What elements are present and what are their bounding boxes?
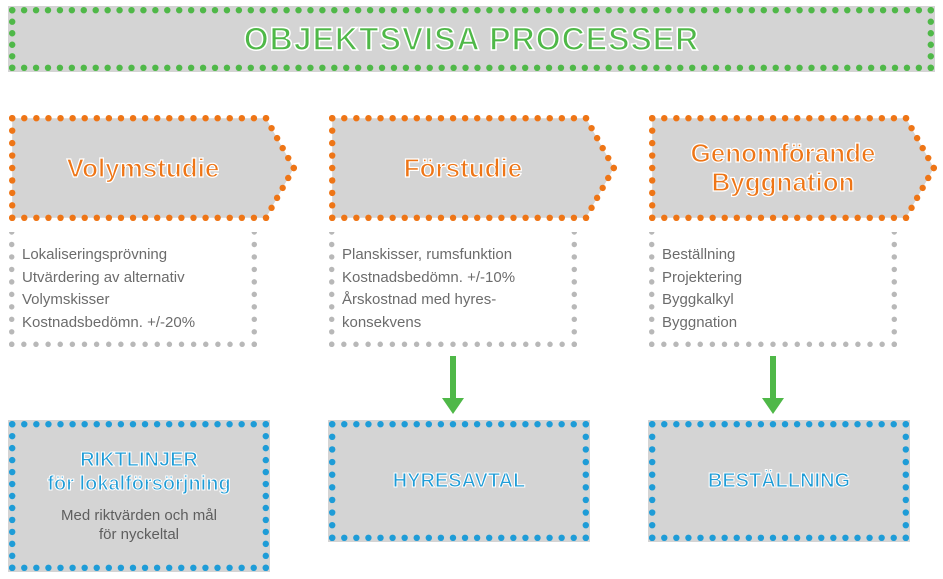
bottom-title-hyresavtal: HYRESAVTAL <box>393 469 526 493</box>
bottom-title-bestallning: BESTÄLLNING <box>708 469 850 493</box>
phase-desc-line: Planskisser, rumsfunktion <box>342 244 564 267</box>
down-arrow-icon <box>450 356 456 400</box>
header-box: OBJEKTSVISA PROCESSER <box>8 6 935 72</box>
down-arrow-icon <box>770 356 776 400</box>
phase-desc-line: konsekvens <box>342 312 564 335</box>
phase-desc-line: Kostnadsbedömn. +/-20% <box>22 312 244 335</box>
phase-desc-forstudie: Planskisser, rumsfunktionKostnadsbedömn.… <box>328 232 578 348</box>
phase-desc-line: Årskostnad med hyres- <box>342 289 564 312</box>
phase-desc-line: Beställning <box>662 244 884 267</box>
bottom-sub-riktlinjer: Med riktvärden och målför nyckeltal <box>61 506 217 545</box>
phase-desc-line: Utvärdering av alternativ <box>22 267 244 290</box>
phase-desc-line: Projektering <box>662 267 884 290</box>
phase-desc-line: Kostnadsbedömn. +/-10% <box>342 267 564 290</box>
phase-desc-line: Byggkalkyl <box>662 289 884 312</box>
phase-label-volym: Volymstudie <box>67 154 240 183</box>
phase-label-forstudie: Förstudie <box>404 154 542 183</box>
phase-desc-line: Volymskisser <box>22 289 244 312</box>
phase-desc-line: Lokaliseringsprövning <box>22 244 244 267</box>
header-title: OBJEKTSVISA PROCESSER <box>244 21 699 58</box>
phase-desc-volym: LokaliseringsprövningUtvärdering av alte… <box>8 232 258 348</box>
phase-arrow-forstudie: Förstudie <box>328 114 618 222</box>
bottom-title-riktlinjer: RIKTLINJERför lokalförsörjning <box>47 448 230 496</box>
phase-label-genomforande: GenomförandeByggnation <box>691 139 896 196</box>
phase-desc-genomforande: BeställningProjekteringByggkalkylByggnat… <box>648 232 898 348</box>
phase-arrow-volym: Volymstudie <box>8 114 298 222</box>
bottom-box-riktlinjer: RIKTLINJERför lokalförsörjning Med riktvä… <box>8 420 270 572</box>
phase-desc-line: Byggnation <box>662 312 884 335</box>
phase-arrow-genomforande: GenomförandeByggnation <box>648 114 938 222</box>
bottom-box-hyresavtal: HYRESAVTAL <box>328 420 590 542</box>
bottom-box-bestallning: BESTÄLLNING <box>648 420 910 542</box>
